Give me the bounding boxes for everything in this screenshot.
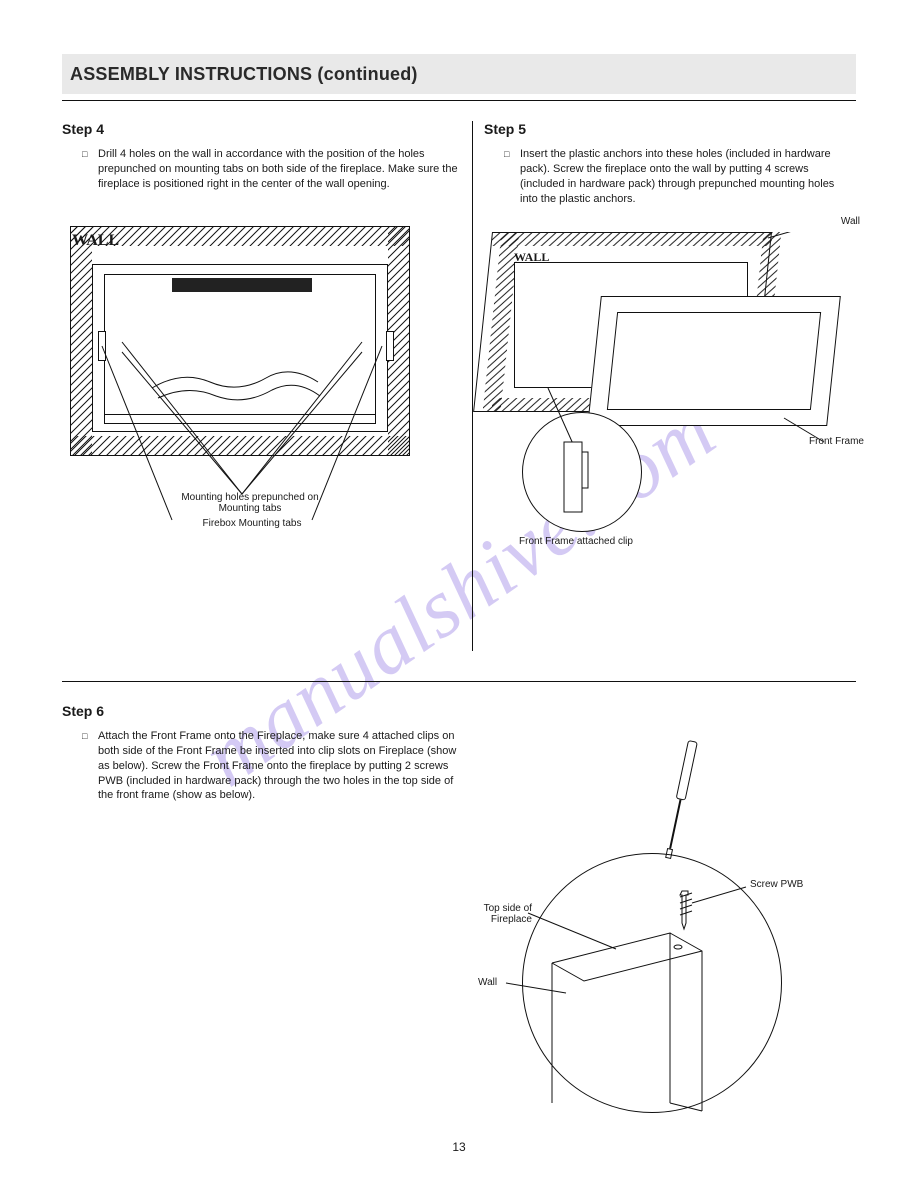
row-divider [62,681,856,682]
step6-callout-wall: Wall [478,977,497,988]
step6-title: Step 6 [62,703,462,719]
step4-callout-tabs: Firebox Mounting tabs [172,518,332,529]
section-title: ASSEMBLY INSTRUCTIONS (continued) [70,64,418,85]
header-rule [62,100,856,101]
row-2: Step 6 Attach the Front Frame onto the F… [62,703,856,1203]
step4-body: Drill 4 holes on the wall in accordance … [62,147,462,192]
page-number: 13 [0,1140,918,1154]
step6-callout-top: Top side of Fireplace [442,903,532,925]
manual-page: manualshive.com ASSEMBLY INSTRUCTIONS (c… [0,0,918,1188]
step5-callout-clip: Front Frame attached clip [506,536,646,547]
content-area: Step 4 Drill 4 holes on the wall in acco… [62,121,856,651]
column-divider [472,121,473,651]
step5-title: Step 5 [484,121,854,137]
step5-bullet: Insert the plastic anchors into these ho… [508,147,854,206]
step4-title: Step 4 [62,121,462,137]
step6-callout-screw: Screw PWB [750,879,803,890]
step5-callout-wall: Wall [841,216,860,227]
row-1: Step 4 Drill 4 holes on the wall in acco… [62,121,856,651]
step5-body: Insert the plastic anchors into these ho… [484,147,854,206]
step5-column: Step 5 Insert the plastic anchors into t… [484,121,854,552]
step6-figure: Top side of Fireplace Wall Screw PWB [402,763,822,1123]
step5-leaders [484,232,854,552]
step6-figure-wrap: Top side of Fireplace Wall Screw PWB [402,763,842,1123]
step4-column: Step 4 Drill 4 holes on the wall in acco… [62,121,462,526]
step4-bullet: Drill 4 holes on the wall in accordance … [86,147,462,192]
step4-callout-holes: Mounting holes prepunched on Mounting ta… [170,492,330,514]
section-header: ASSEMBLY INSTRUCTIONS (continued) [62,54,856,94]
step4-leaders [62,226,422,526]
step6-drawing [402,763,822,1123]
step4-figure: WALL [62,226,422,526]
step5-figure: WALL Wall Front Frame Fron [484,232,854,552]
step5-callout-frame: Front Frame [809,436,864,447]
